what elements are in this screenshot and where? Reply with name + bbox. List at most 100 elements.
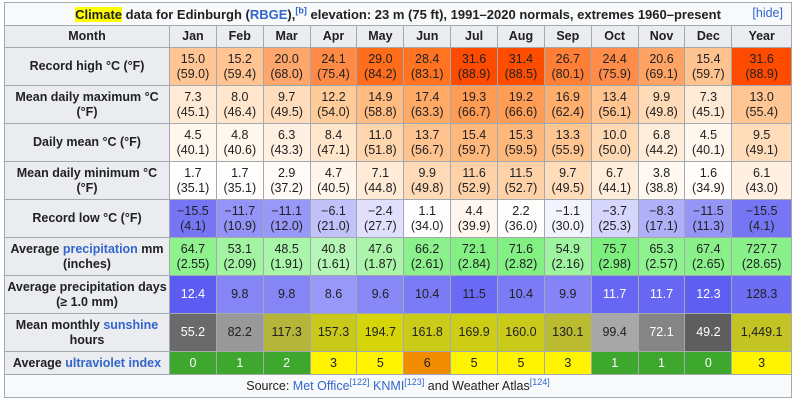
cell-value: −3.7 xyxy=(602,203,627,218)
table-cell: 55.2 xyxy=(169,313,217,352)
cell-value: 1 xyxy=(611,355,619,370)
footnote-b-link[interactable]: [b] xyxy=(295,5,307,16)
cell-value-imperial: (55.9) xyxy=(551,142,585,157)
cell-value-imperial: (75.9) xyxy=(598,66,631,81)
table-cell: −11.1 (12.0) xyxy=(262,199,311,238)
knmi-link[interactable]: KNMI xyxy=(373,378,405,393)
table-cell: 7.3 (45.1) xyxy=(169,85,217,124)
cell-value-imperial: (2.84) xyxy=(457,256,491,271)
cell-value-imperial: (43.0) xyxy=(745,180,778,195)
cell-value: 9.6 xyxy=(371,287,390,301)
cell-value-imperial: (51.8) xyxy=(364,142,397,157)
table-cell: 6.7 (44.1) xyxy=(590,161,639,200)
cell-value-imperial: (40.5) xyxy=(317,180,350,195)
table-cell: 99.4 xyxy=(590,313,639,352)
ref-123-link[interactable]: [123] xyxy=(404,376,425,387)
cell-value: 10.4 xyxy=(415,287,440,301)
cell-value-imperial: (1.91) xyxy=(270,256,303,271)
cell-value: 3 xyxy=(758,355,766,370)
cell-value: 1.6 xyxy=(699,165,718,180)
table-cell: 4.5 (40.1) xyxy=(684,123,733,162)
cell-value: 8.6 xyxy=(324,287,343,301)
cell-value-imperial: (28.65) xyxy=(741,256,782,271)
column-header-month: Month xyxy=(4,25,170,48)
cell-value: 9.9 xyxy=(652,89,671,104)
table-row: Mean monthly sunshine hours 55.2 82.2 117.3… xyxy=(4,313,792,352)
cell-value-imperial: (52.9) xyxy=(457,180,491,195)
column-header-dec: Dec xyxy=(684,25,733,48)
table-cell: 1.7 (35.1) xyxy=(169,161,217,200)
cell-value: 31.6 xyxy=(749,51,774,66)
cell-value: 0 xyxy=(704,355,712,370)
cell-value: −2.4 xyxy=(368,203,393,218)
cell-value-imperial: (4.1) xyxy=(748,218,775,233)
cell-value-imperial: (10.9) xyxy=(223,218,257,233)
cell-value-imperial: (75.4) xyxy=(317,66,350,81)
row-header: Daily mean °C (°F) xyxy=(4,123,170,162)
row-header-link[interactable]: precipitation xyxy=(62,241,138,256)
row-header-link[interactable]: sunshine xyxy=(103,317,159,332)
cell-value-imperial: (45.1) xyxy=(176,104,210,119)
cell-value-imperial: (49.5) xyxy=(270,104,303,119)
table-cell: 2.9 (37.2) xyxy=(262,161,311,200)
table-cell: −15.5 (4.1) xyxy=(731,199,792,238)
row-header-link[interactable]: ultraviolet index xyxy=(65,355,162,370)
table-cell: 47.6 (1.87) xyxy=(356,237,405,276)
cell-value: 10.0 xyxy=(602,127,627,142)
cell-value-imperial: (44.2) xyxy=(645,142,678,157)
table-cell: 72.1 xyxy=(637,313,686,352)
table-cell: 13.0 (55.4) xyxy=(731,85,792,124)
cell-value: 49.2 xyxy=(696,325,721,339)
table-cell: −2.4 (27.7) xyxy=(356,199,405,238)
cell-value-imperial: (2.82) xyxy=(504,256,538,271)
table-cell: 8.4 (47.1) xyxy=(309,123,358,162)
cell-value-imperial: (2.61) xyxy=(410,256,444,271)
hide-button[interactable]: [hide] xyxy=(752,6,783,20)
cell-value: 12.3 xyxy=(696,287,721,301)
cell-value-imperial: (38.8) xyxy=(645,180,678,195)
cell-value-imperial: (59.7) xyxy=(692,66,725,81)
cell-value: 1 xyxy=(236,355,244,370)
cell-value: 15.0 xyxy=(180,51,206,66)
table-cell: 7.1 (44.8) xyxy=(356,161,405,200)
cell-value-imperial: (2.16) xyxy=(551,256,585,271)
row-header-text-2: hours xyxy=(69,332,105,347)
table-cell: −8.3 (17.1) xyxy=(637,199,686,238)
table-cell: 7.3 (45.1) xyxy=(684,85,733,124)
cell-value: 48.5 xyxy=(274,241,299,256)
cell-value: 3.8 xyxy=(652,165,671,180)
table-cell: −3.7 (25.3) xyxy=(590,199,639,238)
met-office-link[interactable]: Met Office xyxy=(292,378,350,393)
ref-122-link[interactable]: [122] xyxy=(349,376,370,387)
cell-value-imperial: (52.7) xyxy=(504,180,538,195)
cell-value: 2.9 xyxy=(277,165,296,180)
column-header-oct: Oct xyxy=(590,25,639,48)
table-cell: 0 xyxy=(169,351,217,375)
table-cell: −11.7 (10.9) xyxy=(215,199,264,238)
row-header: Record high °C (°F) xyxy=(4,47,170,86)
cell-value: 24.4 xyxy=(602,51,627,66)
cell-value: 13.0 xyxy=(749,89,774,104)
cell-value: 9.8 xyxy=(277,287,296,301)
cell-value-imperial: (59.4) xyxy=(223,66,257,81)
ref-124-link[interactable]: [124] xyxy=(529,376,550,387)
cell-value: 117.3 xyxy=(271,325,302,339)
cell-value: 11.6 xyxy=(462,165,486,180)
table-cell: 11.0 (51.8) xyxy=(356,123,405,162)
cell-value-imperial: (69.1) xyxy=(645,66,678,81)
table-cell: 157.3 xyxy=(309,313,358,352)
table-cell: −1.1 (30.0) xyxy=(543,199,592,238)
cell-value-imperial: (1.61) xyxy=(317,256,350,271)
cell-value-imperial: (88.5) xyxy=(504,66,538,81)
cell-value: 6.7 xyxy=(605,165,624,180)
cell-value: 15.4 xyxy=(461,127,487,142)
cell-value-imperial: (25.3) xyxy=(598,218,631,233)
cell-value-imperial: (39.9) xyxy=(457,218,491,233)
climate-link-highlight[interactable]: Climate xyxy=(75,6,123,22)
table-cell: 19.2 (66.6) xyxy=(497,85,545,124)
cell-value-imperial: (88.9) xyxy=(457,66,491,81)
cell-value: 130.1 xyxy=(552,325,584,339)
rbge-link[interactable]: RBGE xyxy=(249,6,288,22)
cell-value: 6 xyxy=(423,355,431,370)
table-cell: 2.2 (36.0) xyxy=(497,199,545,238)
